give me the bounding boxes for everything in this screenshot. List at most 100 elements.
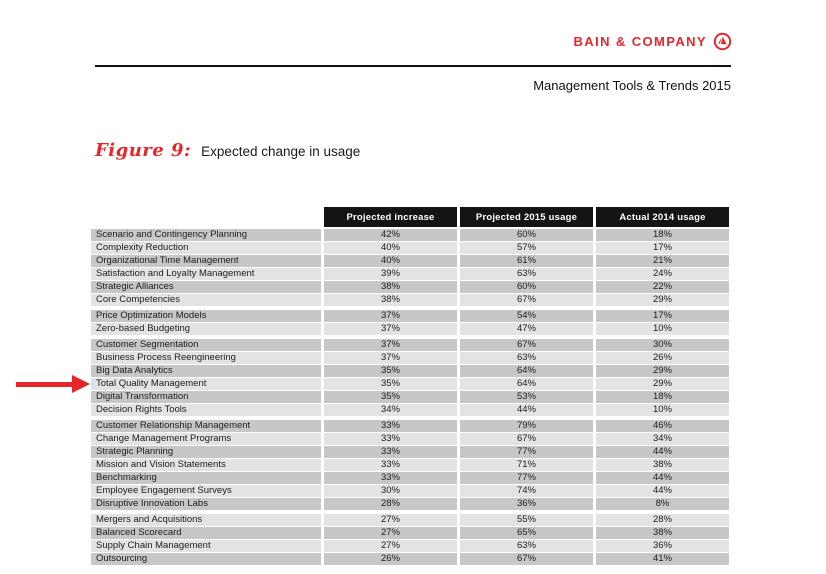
actual-2014-usage-cell: 41% (596, 553, 729, 565)
table-header-row: Projected increase Projected 2015 usage … (91, 207, 729, 227)
table-body: Scenario and Contingency Planning 42% 60… (91, 229, 729, 565)
column-header-projected-increase: Projected increase (324, 207, 457, 227)
tool-name-cell: Strategic Alliances (91, 281, 321, 293)
projected-increase-cell: 40% (324, 255, 457, 267)
projected-2015-usage-cell: 60% (460, 281, 593, 293)
projected-2015-usage-cell: 63% (460, 540, 593, 552)
table-row: Organizational Time Management 40% 61% 2… (91, 255, 729, 267)
tool-name-cell: Employee Engagement Surveys (91, 485, 321, 497)
usage-table: Projected increase Projected 2015 usage … (91, 207, 729, 566)
actual-2014-usage-cell: 34% (596, 433, 729, 445)
column-header-actual-2014-usage: Actual 2014 usage (596, 207, 729, 227)
projected-2015-usage-cell: 77% (460, 472, 593, 484)
actual-2014-usage-cell: 24% (596, 268, 729, 280)
tool-name-cell: Digital Transformation (91, 391, 321, 403)
projected-2015-usage-cell: 67% (460, 339, 593, 351)
actual-2014-usage-cell: 17% (596, 310, 729, 322)
table-row: Benchmarking 33% 77% 44% (91, 472, 729, 484)
figure-title: Figure 9: Expected change in usage (95, 140, 360, 161)
projected-2015-usage-cell: 55% (460, 514, 593, 526)
projected-2015-usage-cell: 53% (460, 391, 593, 403)
table-row: Satisfaction and Loyalty Management 39% … (91, 268, 729, 280)
actual-2014-usage-cell: 38% (596, 459, 729, 471)
actual-2014-usage-cell: 29% (596, 294, 729, 306)
actual-2014-usage-cell: 26% (596, 352, 729, 364)
projected-2015-usage-cell: 36% (460, 498, 593, 510)
projected-increase-cell: 33% (324, 420, 457, 432)
projected-2015-usage-cell: 65% (460, 527, 593, 539)
projected-2015-usage-cell: 77% (460, 446, 593, 458)
projected-2015-usage-cell: 61% (460, 255, 593, 267)
tool-name-cell: Total Quality Management (91, 378, 321, 390)
projected-increase-cell: 37% (324, 339, 457, 351)
projected-increase-cell: 35% (324, 365, 457, 377)
table-row: Supply Chain Management 27% 63% 36% (91, 540, 729, 552)
figure-caption: Expected change in usage (201, 144, 361, 159)
projected-2015-usage-cell: 79% (460, 420, 593, 432)
actual-2014-usage-cell: 21% (596, 255, 729, 267)
tool-name-cell: Disruptive Innovation Labs (91, 498, 321, 510)
tool-name-cell: Customer Relationship Management (91, 420, 321, 432)
table-row: Mergers and Acquisitions 27% 55% 28% (91, 514, 729, 526)
projected-increase-cell: 30% (324, 485, 457, 497)
projected-increase-cell: 27% (324, 514, 457, 526)
table-row: Decision Rights Tools 34% 44% 10% (91, 404, 729, 416)
projected-increase-cell: 28% (324, 498, 457, 510)
tool-name-cell: Organizational Time Management (91, 255, 321, 267)
actual-2014-usage-cell: 17% (596, 242, 729, 254)
arrow-shaft (16, 381, 74, 387)
table-row: Scenario and Contingency Planning 42% 60… (91, 229, 729, 241)
figure-number-label: Figure 9: (95, 140, 192, 161)
brand-header: BAIN & COMPANY (574, 32, 732, 51)
tool-name-cell: Benchmarking (91, 472, 321, 484)
table-row: Price Optimization Models 37% 54% 17% (91, 310, 729, 322)
projected-increase-cell: 27% (324, 540, 457, 552)
projected-increase-cell: 33% (324, 433, 457, 445)
tool-name-cell: Price Optimization Models (91, 310, 321, 322)
actual-2014-usage-cell: 29% (596, 378, 729, 390)
projected-2015-usage-cell: 64% (460, 365, 593, 377)
table-row: Core Competencies 38% 67% 29% (91, 294, 729, 306)
projected-2015-usage-cell: 63% (460, 352, 593, 364)
table-row: Outsourcing 26% 67% 41% (91, 553, 729, 565)
tool-name-cell: Scenario and Contingency Planning (91, 229, 321, 241)
actual-2014-usage-cell: 10% (596, 323, 729, 335)
actual-2014-usage-cell: 28% (596, 514, 729, 526)
projected-increase-cell: 38% (324, 294, 457, 306)
projected-2015-usage-cell: 54% (460, 310, 593, 322)
tool-name-cell: Supply Chain Management (91, 540, 321, 552)
tool-name-cell: Zero-based Budgeting (91, 323, 321, 335)
projected-2015-usage-cell: 47% (460, 323, 593, 335)
actual-2014-usage-cell: 38% (596, 527, 729, 539)
table-row: Digital Transformation 35% 53% 18% (91, 391, 729, 403)
projected-increase-cell: 27% (324, 527, 457, 539)
table-row: Customer Segmentation 37% 67% 30% (91, 339, 729, 351)
projected-2015-usage-cell: 67% (460, 433, 593, 445)
tool-name-cell: Customer Segmentation (91, 339, 321, 351)
projected-2015-usage-cell: 57% (460, 242, 593, 254)
tool-name-cell: Change Management Programs (91, 433, 321, 445)
projected-2015-usage-cell: 63% (460, 268, 593, 280)
tool-name-cell: Complexity Reduction (91, 242, 321, 254)
projected-increase-cell: 26% (324, 553, 457, 565)
table-row: Zero-based Budgeting 37% 47% 10% (91, 323, 729, 335)
projected-increase-cell: 33% (324, 459, 457, 471)
projected-increase-cell: 39% (324, 268, 457, 280)
projected-increase-cell: 37% (324, 352, 457, 364)
projected-increase-cell: 34% (324, 404, 457, 416)
projected-increase-cell: 33% (324, 472, 457, 484)
bain-compass-icon (713, 32, 732, 51)
tool-name-cell: Mergers and Acquisitions (91, 514, 321, 526)
actual-2014-usage-cell: 30% (596, 339, 729, 351)
header-spacer (91, 207, 321, 227)
projected-2015-usage-cell: 67% (460, 294, 593, 306)
header-divider (95, 65, 731, 67)
actual-2014-usage-cell: 46% (596, 420, 729, 432)
projected-2015-usage-cell: 71% (460, 459, 593, 471)
tool-name-cell: Mission and Vision Statements (91, 459, 321, 471)
actual-2014-usage-cell: 10% (596, 404, 729, 416)
arrow-head (72, 375, 90, 393)
projected-2015-usage-cell: 64% (460, 378, 593, 390)
actual-2014-usage-cell: 44% (596, 485, 729, 497)
table-row: Complexity Reduction 40% 57% 17% (91, 242, 729, 254)
